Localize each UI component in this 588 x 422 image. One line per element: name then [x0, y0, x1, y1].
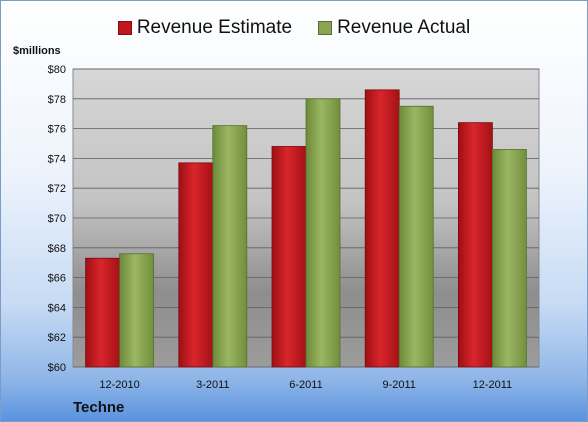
y-tick-label: $62 — [48, 332, 66, 344]
legend-item-actual: Revenue Actual — [318, 17, 470, 39]
bar-revenue-estimate — [457, 122, 493, 368]
bars — [85, 89, 527, 368]
x-tick-label: 3-2011 — [196, 379, 229, 391]
y-tick-label: $80 — [48, 64, 66, 76]
x-tick-label: 9-2011 — [382, 379, 415, 391]
legend-label-estimate: Revenue Estimate — [136, 17, 293, 38]
company-name: Techne — [73, 399, 125, 416]
y-tick-label: $72 — [48, 183, 66, 195]
y-axis-units-label: $millions — [13, 45, 61, 57]
bar-revenue-actual — [305, 98, 341, 368]
y-tick-labels: $60 $62 $64 $66 $68 $70 $72 $74 $76 $78 $80 — [48, 64, 66, 374]
y-tick-label: $78 — [48, 94, 66, 106]
bar-revenue-actual — [491, 149, 527, 368]
y-tick-label: $60 — [48, 362, 66, 374]
x-tick-label: 12-2011 — [473, 379, 513, 391]
legend-swatch-estimate — [117, 21, 132, 35]
y-tick-label: $76 — [48, 124, 66, 136]
y-tick-label: $64 — [48, 302, 66, 314]
y-tick-label: $68 — [48, 243, 66, 255]
bar-revenue-estimate — [178, 162, 214, 368]
x-tick-label: 12-2010 — [99, 379, 139, 391]
bar-revenue-estimate — [364, 89, 400, 368]
bar-revenue-estimate — [271, 146, 307, 368]
y-tick-label: $70 — [48, 213, 66, 225]
legend-label-actual: Revenue Actual — [337, 17, 471, 38]
bar-revenue-actual — [119, 253, 154, 368]
y-tick-label: $66 — [48, 273, 66, 285]
x-tick-label: 6-2011 — [289, 379, 322, 391]
bar-revenue-actual — [212, 125, 248, 368]
x-tick-labels: 12-2010 3-2011 6-2011 9-2011 12-2011 — [99, 379, 512, 391]
legend-item-estimate: Revenue Estimate — [117, 17, 293, 39]
bar-revenue-actual — [398, 105, 434, 368]
y-tick-label: $74 — [48, 153, 66, 165]
bar-revenue-estimate — [85, 257, 120, 368]
legend-swatch-actual — [318, 21, 333, 35]
legend: Revenue Estimate Revenue Actual — [1, 17, 587, 39]
